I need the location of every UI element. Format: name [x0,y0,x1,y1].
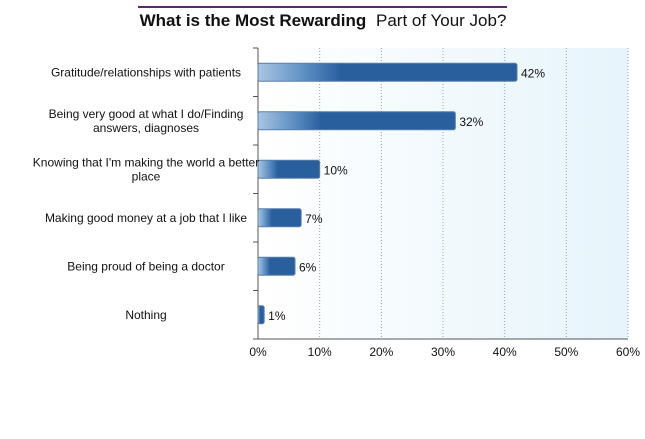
y-axis [253,47,628,340]
bar [257,159,321,179]
bar [257,111,456,131]
x-tick-labels: 0% 10% 20% 30% 40% 50% 60% [249,345,640,359]
category-label: Knowing that I'm making the world a bett… [33,155,259,183]
x-tick-label: 10% [308,345,332,359]
x-tick-label: 30% [431,345,455,359]
chart-title-rest: Part of Your Job? [376,11,506,30]
x-tick-label: 20% [369,345,393,359]
bar [257,256,296,276]
category-label: Gratitude/relationships with patients [51,65,241,79]
category-labels: Gratitude/relationships with patients Bei… [33,65,259,322]
x-tick-label: 60% [616,345,640,359]
data-label: 1% [268,309,286,323]
category-label: Being very good at what I do/Finding answ… [49,107,244,135]
chart-title-bold: What is the Most Rewarding [140,11,367,30]
data-label: 10% [324,163,348,177]
data-label: 7% [305,212,323,226]
category-label: Being proud of being a doctor [67,259,224,273]
bars [257,62,518,325]
x-tick-label: 40% [493,345,517,359]
grid-lines [319,48,629,339]
data-label: 42% [521,66,545,80]
bar [257,208,302,228]
category-label: Nothing [125,308,166,322]
chart-title: What is the Most Rewarding Part of Your … [140,11,507,30]
plot-area [258,48,628,339]
data-label: 32% [459,115,483,129]
bar [257,62,518,82]
x-tick-label: 50% [554,345,578,359]
x-tick-label: 0% [249,345,267,359]
category-label: Making good money at a job that I like [45,211,247,225]
value-labels: 42% 32% 10% 7% 6% 1% [268,66,545,323]
bar [257,305,265,325]
data-label: 6% [299,260,317,274]
